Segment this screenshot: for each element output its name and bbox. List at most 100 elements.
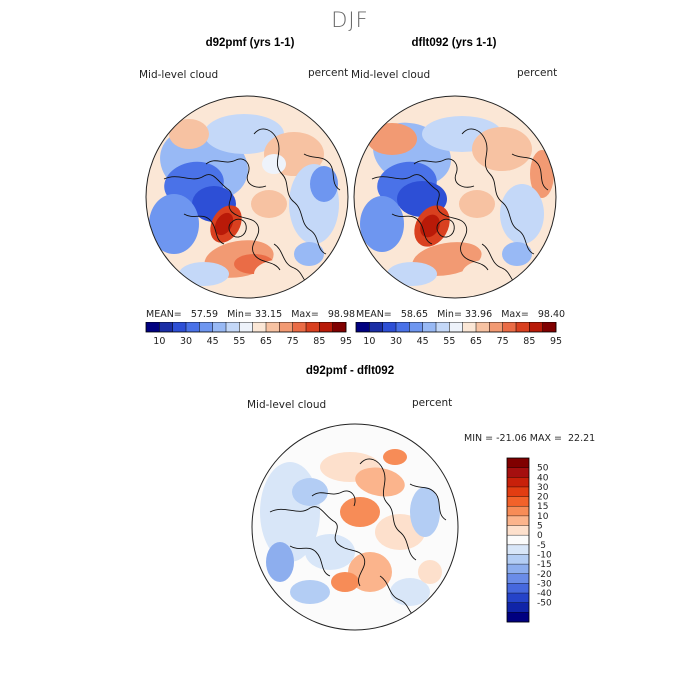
left-mean-label: MEAN= — [146, 309, 182, 320]
right-field-cell — [472, 127, 532, 171]
right-field-cell — [462, 259, 522, 289]
left-field-cell — [254, 259, 314, 289]
diff-colorbar-tick-label: 5 — [537, 522, 543, 532]
left-colorbar-swatch — [252, 322, 267, 332]
right-colorbar-frame — [355, 322, 557, 333]
right-colorbar: 10 30 45 55 65 75 85 95 — [355, 322, 562, 347]
right-colorbar-swatch — [462, 322, 477, 332]
diff-coastline — [289, 545, 331, 577]
diff-colorbar-tick-label: 15 — [537, 502, 548, 512]
right-field-cell — [360, 196, 404, 252]
right-colorbar-swatch — [422, 322, 437, 332]
diff-colorbar-swatch — [507, 573, 529, 584]
left-map-border — [145, 95, 349, 299]
left-field-cell — [310, 166, 338, 202]
diff-colorbar-tick-label: -15 — [537, 560, 552, 570]
right-mean-value: 58.65 — [400, 309, 429, 320]
left-colorbar-tick-label: 75 — [287, 336, 299, 347]
diff-colorbar-tick-label: -5 — [537, 541, 546, 551]
left-colorbar-swatch — [226, 322, 240, 332]
right-colorbar-tick-label: 30 — [390, 336, 402, 347]
left-colorbar-tick-label: 55 — [233, 336, 245, 347]
left-colorbar-tick-label: 95 — [340, 336, 352, 347]
diff-field-cell — [331, 572, 359, 592]
diff-colorbar-tick-label: -10 — [537, 550, 552, 560]
right-colorbar-swatch — [529, 322, 543, 332]
right-coastline — [391, 213, 433, 245]
diff-polar-map — [251, 423, 459, 631]
left-colorbar-swatch — [159, 322, 173, 332]
left-field-cell — [204, 114, 284, 154]
left-colorbar-swatch — [266, 322, 280, 332]
left-colorbar-swatch — [306, 322, 320, 332]
left-mean-value: 57.59 — [190, 309, 219, 320]
diff-min-label: MIN = — [464, 433, 494, 444]
left-colorbar-swatch — [146, 322, 160, 332]
right-mean-label: MEAN= — [356, 309, 392, 320]
diff-coastline — [359, 458, 417, 561]
left-panel-title: d92pmf (yrs 1-1) — [205, 37, 295, 49]
right-colorbar-tick-label: 55 — [443, 336, 455, 347]
left-coastline — [253, 128, 327, 255]
diff-colorbar-swatch — [507, 496, 529, 507]
right-colorbar-swatch — [409, 322, 423, 332]
diff-max-label: MAX = — [529, 433, 562, 444]
left-units-label: percent — [308, 67, 349, 79]
right-colorbar-swatch — [542, 322, 557, 332]
left-field-cell — [262, 154, 286, 174]
right-max-label: Max= — [501, 309, 529, 320]
left-colorbar-swatch — [292, 322, 307, 332]
right-field-cell — [502, 242, 532, 266]
right-units-label: percent — [517, 67, 558, 79]
left-colorbar-tick-label: 45 — [207, 336, 219, 347]
diff-colorbar-swatch — [507, 458, 529, 468]
diff-colorbar-tick-label: -20 — [537, 570, 552, 580]
right-colorbar-swatch — [449, 322, 463, 332]
diff-stats: MIN = -21.06 MAX = 22.21 — [464, 433, 595, 444]
diff-coastline — [311, 490, 356, 507]
diff-colorbar-swatch — [507, 506, 529, 517]
left-min-value: 33.15 — [254, 309, 283, 320]
left-colorbar-tick-label: 30 — [180, 336, 192, 347]
left-variable-label: Mid-level cloud — [139, 69, 219, 81]
right-colorbar-swatch — [382, 322, 397, 332]
right-coastline — [413, 158, 475, 188]
left-colorbar-swatch — [186, 322, 200, 332]
diff-colorbar-tick-label: -30 — [537, 579, 552, 589]
diff-colorbar-tick-label: -40 — [537, 589, 552, 599]
diff-colorbar-tick-label: -50 — [537, 599, 552, 609]
diff-colorbar-swatch — [507, 477, 529, 488]
diff-colorbar-tick-label: 20 — [537, 493, 549, 503]
left-colorbar-swatch — [332, 322, 347, 332]
right-colorbar-tick-label: 85 — [523, 336, 535, 347]
diff-coastline — [269, 506, 366, 587]
diff-colorbar-tick-label: 10 — [537, 512, 549, 522]
diff-colorbar-swatch — [507, 593, 529, 604]
right-coastline — [461, 128, 535, 255]
right-field-cell — [500, 184, 544, 244]
diff-field-cell — [266, 542, 294, 582]
season-title: DJF — [331, 8, 369, 32]
diff-variable-label: Mid-level cloud — [247, 399, 327, 411]
left-coastline — [228, 218, 247, 238]
diff-colorbar-swatch — [507, 486, 529, 497]
diff-colorbar-swatch — [507, 515, 529, 526]
diff-colorbar-swatch — [507, 544, 529, 555]
diff-field-cell — [340, 497, 380, 527]
right-field-cell — [387, 262, 437, 286]
left-colorbar-swatch — [212, 322, 227, 332]
diff-colorbar-tick-label: 40 — [537, 473, 549, 483]
left-max-value: 98.98 — [327, 309, 356, 320]
left-colorbar-tick-label: 85 — [313, 336, 325, 347]
right-max-value: 98.40 — [537, 309, 566, 320]
right-coastline — [511, 153, 549, 191]
left-max-label: Max= — [291, 309, 319, 320]
diff-colorbar-swatch — [507, 554, 529, 565]
left-field-cell — [179, 262, 229, 286]
right-coastline — [371, 174, 489, 271]
right-field-cell — [367, 123, 417, 155]
left-colorbar-swatch — [239, 322, 253, 332]
diff-field-cell — [410, 487, 440, 537]
right-min-label: Min= — [437, 309, 462, 320]
left-coastline — [303, 153, 341, 191]
